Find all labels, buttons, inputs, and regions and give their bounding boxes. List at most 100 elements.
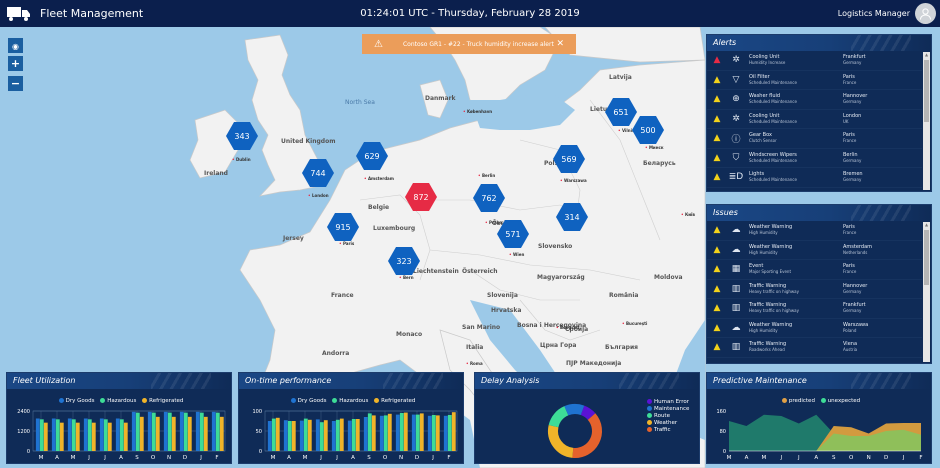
svg-text:F: F	[215, 455, 218, 461]
item-city: Paris	[843, 224, 855, 231]
washer-fluid-icon: ⊕	[732, 94, 740, 105]
item-city: Paris	[843, 132, 855, 139]
map-label-city: • Praha	[485, 220, 503, 225]
svg-text:F: F	[447, 455, 450, 461]
svg-text:0: 0	[259, 449, 262, 455]
issues-list-item[interactable]: ▲ ☁ Weather Warning High Humidity Amsterdam N…	[707, 241, 922, 260]
issues-list-item[interactable]: ▲ ▥ Traffic Warning Heavy traffic on highwa…	[707, 280, 922, 299]
delay-legend-item: Traffic	[647, 427, 689, 434]
svg-text:J: J	[797, 455, 800, 461]
svg-text:J: J	[319, 455, 322, 461]
map-label-region: United Kingdom	[281, 138, 336, 145]
legend-unexpected: unexpected	[827, 398, 861, 404]
item-title: Traffic Warning	[749, 282, 787, 289]
item-subtitle: Scheduled Maintenance	[749, 79, 797, 85]
cluster-marker[interactable]: 323	[388, 247, 420, 275]
scroll-up-icon[interactable]: ▲	[924, 52, 929, 57]
on-time-performance-title: On-time performance	[239, 373, 463, 389]
item-subtitle: Heavy traffic on highway	[749, 308, 799, 314]
alerts-list-item[interactable]: ▲ ▽ Oil Filter Scheduled Maintenance Paris Fr…	[707, 71, 922, 90]
svg-text:M: M	[762, 455, 767, 461]
item-city: Paris	[843, 263, 855, 270]
cluster-marker[interactable]: 762	[473, 184, 505, 212]
scroll-up-icon[interactable]: ▲	[924, 222, 929, 227]
legend-dry-goods: Dry Goods	[65, 398, 95, 404]
item-title: Weather Warning	[749, 243, 793, 250]
issues-list-item[interactable]: ▲ ☁ Weather Warning High Humidity Paris Franc…	[707, 221, 922, 241]
cluster-marker-alert[interactable]: 872	[405, 183, 437, 211]
svg-text:M: M	[39, 455, 44, 461]
app-title: Fleet Management	[40, 7, 144, 20]
svg-text:O: O	[151, 455, 156, 461]
plus-icon: +	[10, 57, 21, 70]
cluster-marker[interactable]: 629	[356, 142, 388, 170]
svg-text:O: O	[849, 455, 854, 461]
globe-button[interactable]: ◉	[8, 38, 23, 53]
map-label-region: Monaco	[396, 331, 423, 338]
issues-list-item[interactable]: ▲ ☁ Weather Warning High Humidity Warszawa Po…	[707, 319, 922, 338]
map-label-region: Liechtenstein	[413, 268, 459, 275]
warning-icon: ▲	[713, 133, 721, 144]
traffic-road-icon: ▥	[731, 303, 741, 314]
alerts-scroll-thumb[interactable]	[924, 60, 929, 122]
map-label-city: • København	[463, 109, 493, 114]
delay-analysis-title: Delay Analysis	[475, 373, 699, 389]
minus-icon: −	[10, 77, 21, 90]
warning-icon: ▲	[713, 74, 721, 85]
warning-icon: ▲	[713, 225, 721, 236]
map-label-city: • București	[622, 321, 648, 326]
alerts-list-item[interactable]: ▲ ⛉ Windscreen Wipers Scheduled Maintenance…	[707, 149, 922, 168]
map-label-region: Ireland	[204, 170, 228, 177]
zoom-in-button[interactable]: +	[8, 56, 23, 71]
warning-icon: ▲	[713, 172, 721, 183]
alerts-list-item[interactable]: ▲ ✲ Cooling Unit Scheduled Maintenance Londo…	[707, 110, 922, 129]
item-city: Bremen	[843, 171, 863, 178]
map-label-city: • Berlin	[478, 173, 496, 178]
legend-refrigerated: Refrigerated	[149, 398, 184, 404]
map-label-region: Moldova	[654, 274, 683, 281]
map-label-region: Slovensko	[538, 243, 573, 250]
map-label-region: Србија	[565, 326, 589, 333]
item-city: Paris	[843, 73, 855, 80]
item-subtitle: Major Sporting Event	[749, 269, 792, 275]
alerts-list-item[interactable]: ▲ ✲ Cooling Unit Humidity Increase Frankfurt…	[707, 51, 922, 71]
map-label-region: North Sea	[345, 99, 375, 106]
delay-analysis-donut	[548, 404, 602, 458]
alerts-list-item[interactable]: ▲ ⊕ Washer fluid Scheduled Maintenance Hanno…	[707, 90, 922, 110]
globe-icon: ◉	[12, 42, 19, 51]
cluster-marker[interactable]: 744	[302, 159, 334, 187]
svg-text:M: M	[71, 455, 76, 461]
map-label-region: Andorra	[322, 350, 350, 357]
user-avatar-icon[interactable]	[915, 3, 936, 24]
map-label-city: • London	[308, 193, 329, 198]
cooling-unit-icon: ✲	[732, 55, 740, 66]
on-time-performance-chart: 100 50 0 M A M J J A S O N D J F	[252, 409, 458, 461]
item-title: Oil Filter	[749, 73, 770, 80]
issues-list-item[interactable]: ▲ ▦ Event Major Sporting Event Paris France	[707, 260, 922, 280]
alerts-list-item[interactable]: ▲ ≣D Lights Scheduled Maintenance Bremen Germ…	[707, 168, 922, 188]
svg-text:M: M	[727, 455, 732, 461]
item-country: Netherlands	[843, 249, 868, 255]
map-label-city: • Amsterdam	[364, 176, 394, 181]
item-city: Berlin	[843, 151, 858, 158]
issues-scrollbar[interactable]: ▲	[923, 222, 930, 362]
fleet-utilization-legend: Dry Goods Hazardous Refrigerated	[7, 398, 231, 404]
map-label-city: • Paris	[339, 241, 355, 246]
user-role[interactable]: Logistics Manager	[837, 9, 910, 18]
item-country: Germany	[843, 157, 862, 163]
truck-icon	[4, 0, 34, 27]
item-country: France	[843, 79, 857, 85]
svg-text:S: S	[135, 455, 139, 461]
zoom-out-button[interactable]: −	[8, 76, 23, 91]
cluster-marker[interactable]: 915	[327, 213, 359, 241]
map-label-city: • Bern	[399, 275, 414, 280]
issues-scroll-thumb[interactable]	[924, 230, 929, 285]
alerts-scrollbar[interactable]: ▲	[923, 52, 930, 190]
svg-text:50: 50	[256, 429, 262, 435]
alerts-list-item[interactable]: ▲ ⓘ Gear Box Clutch Sensor Paris France	[707, 129, 922, 149]
issues-list-item[interactable]: ▲ ▥ Traffic Warning Heavy traffic on highwa…	[707, 299, 922, 319]
traffic-road-icon: ▥	[731, 283, 741, 294]
toast-close-button[interactable]: ✕	[556, 39, 564, 49]
svg-text:100: 100	[252, 409, 262, 415]
issues-list-item[interactable]: ▲ ▥ Traffic Warning Roadworks Ahead Viena Aus…	[707, 338, 922, 358]
